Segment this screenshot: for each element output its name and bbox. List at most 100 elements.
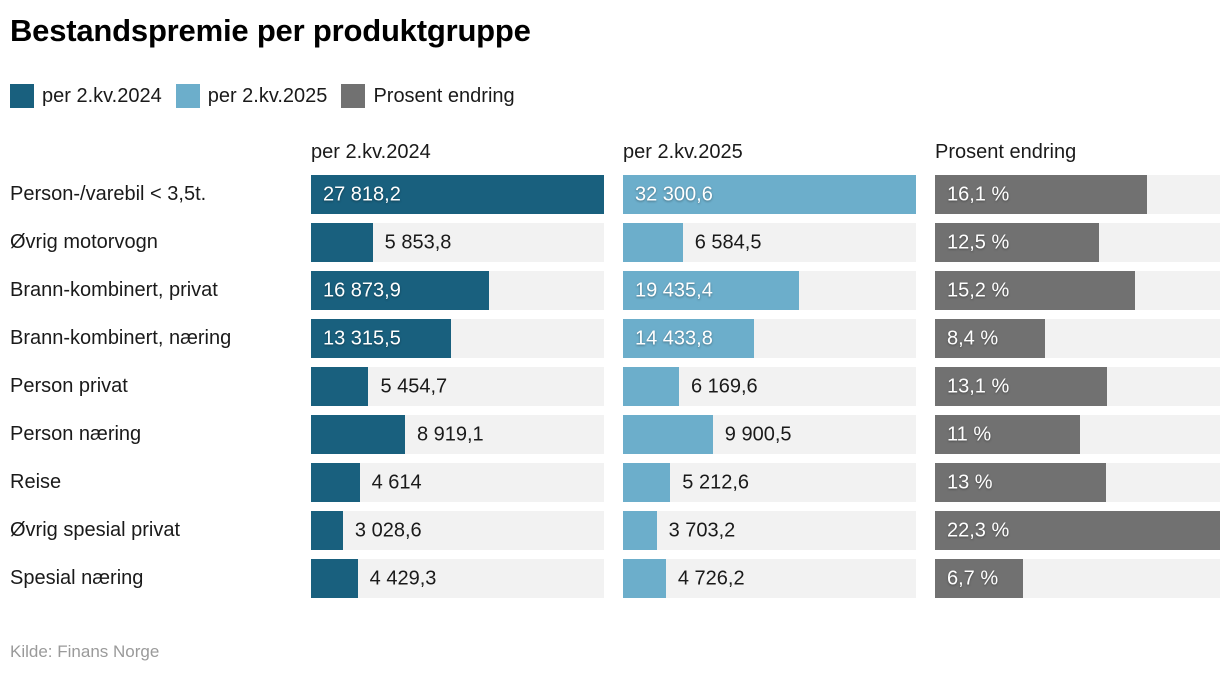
bar-value-label: 13 315,5	[323, 327, 401, 349]
bar-fill	[935, 319, 1046, 358]
legend-item-2024: per 2.kv.2024	[10, 84, 162, 108]
bar-track: 27 818,2	[311, 175, 604, 214]
bar-value-label: 13,1 %	[947, 375, 1010, 397]
category-label: Reise	[10, 471, 62, 493]
category-label: Spesial næring	[10, 567, 144, 589]
legend-label-2024: per 2.kv.2024	[42, 84, 162, 107]
bar-value-label: 9 900,5	[724, 423, 792, 445]
bar-value-label: 11 %	[947, 423, 992, 445]
bar-value-label: 6 169,6	[690, 375, 758, 397]
bar-track: 6 584,5	[623, 223, 916, 262]
bar-value-label: 5 212,6	[682, 471, 750, 493]
bar-fill	[311, 367, 369, 406]
legend: per 2.kv.2024 per 2.kv.2025 Prosent endr…	[10, 83, 1210, 109]
chart-row: Person-/varebil < 3,5t. 27 818,2 32 300,6 1…	[10, 175, 1220, 214]
bar-track: 5 454,7	[311, 367, 604, 406]
bar-value-label: 13 %	[947, 471, 993, 493]
bar-fill	[623, 415, 713, 454]
bar-fill	[935, 559, 1024, 598]
bar-track: 3 703,2	[623, 511, 916, 550]
bar-value-label: 3 703,2	[668, 519, 736, 541]
bar-fill	[311, 559, 358, 598]
legend-swatch-2024-icon	[10, 84, 34, 108]
bar-track: 32 300,6	[623, 175, 916, 214]
bar-track: 16,1 %	[935, 175, 1220, 214]
bar-track: 4 429,3	[311, 559, 604, 598]
bar-fill	[935, 367, 1108, 406]
bar-value-label: 3 028,6	[354, 519, 422, 541]
bar-value-label: 32 300,6	[635, 183, 713, 205]
chart-row: Person privat 5 454,7 6 169,6 13,1 %	[10, 367, 1220, 406]
bar-track: 4 614	[311, 463, 604, 502]
legend-swatch-percent-icon	[341, 84, 366, 108]
bar-fill	[623, 559, 666, 598]
column-header-percent: Prosent endring	[935, 141, 1077, 163]
bar-value-label: 4 614	[371, 471, 422, 493]
bar-value-label: 16 873,9	[323, 279, 401, 301]
bar-track: 8,4 %	[935, 319, 1220, 358]
bar-track: 19 435,4	[623, 271, 916, 310]
legend-label-percent: Prosent endring	[373, 84, 515, 107]
category-label: Brann-kombinert, næring	[10, 327, 232, 349]
bar-value-label: 14 433,8	[635, 327, 713, 349]
bar-value-label: 16,1 %	[947, 183, 1010, 205]
bar-fill	[935, 271, 1135, 310]
bar-fill	[311, 271, 489, 310]
bar-track: 13 315,5	[311, 319, 604, 358]
bar-fill	[935, 415, 1080, 454]
chart-row: Reise 4 614 5 212,6 13 %	[10, 463, 1220, 502]
chart-row: Øvrig motorvogn 5 853,8 6 584,5 12,5 %	[10, 223, 1220, 262]
bar-track: 3 028,6	[311, 511, 604, 550]
bar-fill	[623, 463, 671, 502]
bar-fill	[935, 223, 1100, 262]
bar-track: 13 %	[935, 463, 1220, 502]
bar-value-label: 6,7 %	[947, 567, 999, 589]
legend-label-2025: per 2.kv.2025	[207, 84, 328, 107]
bar-fill	[623, 175, 916, 214]
column-header-2024: per 2.kv.2024	[311, 141, 431, 163]
category-label: Person-/varebil < 3,5t.	[10, 183, 207, 205]
category-label: Brann-kombinert, privat	[10, 279, 218, 301]
bar-value-label: 4 726,2	[677, 567, 745, 589]
bar-value-label: 6 584,5	[694, 231, 762, 253]
bar-fill	[623, 223, 683, 262]
bar-value-label: 4 429,3	[369, 567, 437, 589]
bar-value-label: 12,5 %	[947, 231, 1010, 253]
chart-row: Spesial næring 4 429,3 4 726,2 6,7 %	[10, 559, 1220, 598]
bar-fill	[623, 271, 800, 310]
bar-value-label: 8,4 %	[947, 327, 999, 349]
bar-value-label: 19 435,4	[635, 279, 713, 301]
category-label: Øvrig spesial privat	[10, 519, 181, 541]
bar-fill	[623, 367, 679, 406]
bar-value-label: 5 853,8	[384, 231, 452, 253]
chart-row: Person næring 8 919,1 9 900,5 11 %	[10, 415, 1220, 454]
bar-track: 22,3 %	[935, 511, 1220, 550]
bar-track: 6,7 %	[935, 559, 1220, 598]
legend-item-2025: per 2.kv.2025	[175, 84, 328, 108]
bar-fill	[311, 319, 452, 358]
bar-track: 6 169,6	[623, 367, 916, 406]
bar-fill	[935, 175, 1147, 214]
bar-value-label: 15,2 %	[947, 279, 1010, 301]
bar-fill	[311, 223, 373, 262]
bar-fill	[623, 319, 754, 358]
bar-value-label: 22,3 %	[947, 519, 1010, 541]
bar-track: 9 900,5	[623, 415, 916, 454]
chart-row: Øvrig spesial privat 3 028,6 3 703,2 22,3 %	[10, 511, 1220, 550]
column-header-2025: per 2.kv.2025	[623, 141, 743, 163]
chart-row: Brann-kombinert, privat 16 873,9 19 435,4 1…	[10, 271, 1220, 310]
chart-row: Brann-kombinert, næring 13 315,5 14 433,8 8…	[10, 319, 1220, 358]
bar-track: 16 873,9	[311, 271, 604, 310]
bar-track: 13,1 %	[935, 367, 1220, 406]
legend-item-percent: Prosent endring	[341, 84, 515, 108]
category-label: Øvrig motorvogn	[10, 231, 158, 253]
bar-track: 5 212,6	[623, 463, 916, 502]
bar-track: 14 433,8	[623, 319, 916, 358]
chart-rows: Person-/varebil < 3,5t. 27 818,2 32 300,6 1…	[10, 175, 1220, 598]
bar-fill	[311, 415, 405, 454]
bar-track: 15,2 %	[935, 271, 1220, 310]
bar-value-label: 27 818,2	[323, 183, 401, 205]
bar-track: 4 726,2	[623, 559, 916, 598]
source-note: Kilde: Finans Norge	[10, 642, 160, 661]
bar-fill	[311, 511, 343, 550]
